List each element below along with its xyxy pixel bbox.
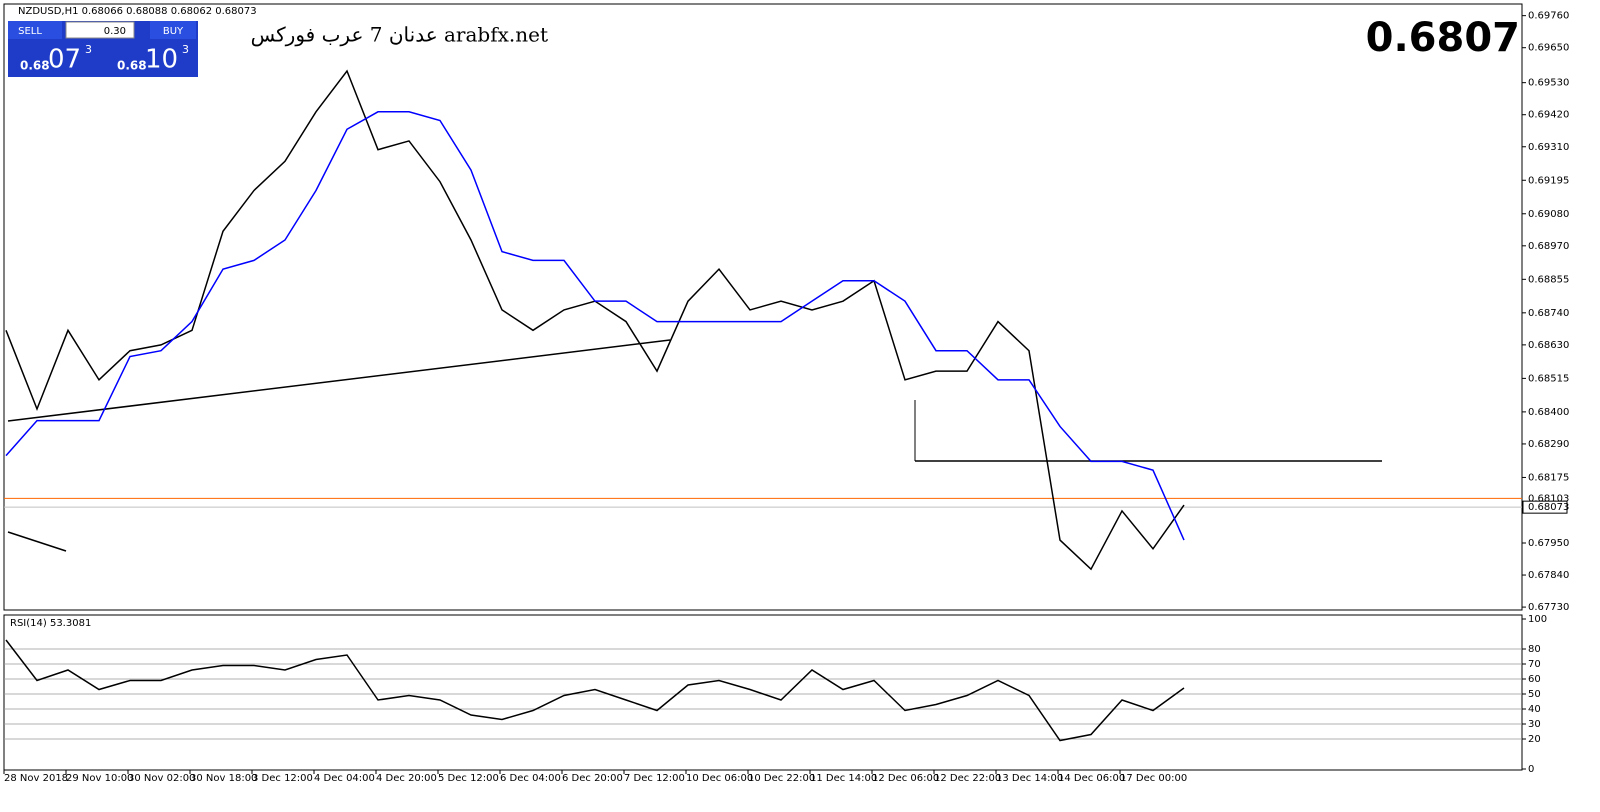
x-tick-label: 30 Nov 18:00 [190,773,257,784]
buy-button[interactable] [150,21,196,39]
y-tick-label: 0.69420 [1528,110,1569,121]
x-tick-label: 3 Dec 12:00 [252,773,313,784]
y-tick-label: 70 [1528,659,1541,670]
y-tick-label: 30 [1528,719,1541,730]
y-tick-label: 0.68740 [1528,308,1569,319]
trade-panel: SELL 0.30 BUY 0.68 07 3 0.68 10 3 [8,21,198,77]
series-line [5,639,1185,742]
x-tick-label: 14 Dec 06:00 [1058,773,1125,784]
rsi-pane [3,614,1523,771]
x-tick-label: 12 Dec 06:00 [872,773,939,784]
buy-label: BUY [163,26,184,37]
x-tick-label: 5 Dec 12:00 [438,773,499,784]
rsi-title: RSI(14) 53.3081 [10,618,91,629]
x-tick-label: 4 Dec 20:00 [376,773,437,784]
x-tick-label: 6 Dec 04:00 [500,773,561,784]
y-tick-label: 0 [1528,764,1534,775]
y-tick-label: 0.68630 [1528,340,1569,351]
x-tick-label: 13 Dec 14:00 [996,773,1063,784]
y-tick-label: 100 [1528,614,1547,625]
y-tick-label: 0.69650 [1528,43,1569,54]
y-tick-label: 0.69530 [1528,78,1569,89]
big-price: 0.6807 [1366,15,1520,61]
x-tick-label: 28 Nov 2018 [4,773,68,784]
y-tick-label: 0.69195 [1528,175,1569,186]
y-tick-label: 0.68970 [1528,241,1569,252]
y-tick-label: 0.69760 [1528,11,1569,22]
watermark: عدنان 7 عرب فوركس arabfx.net [251,23,548,47]
price-label-box [1522,500,1568,514]
x-tick-label: 17 Dec 00:00 [1120,773,1187,784]
x-tick-label: 7 Dec 12:00 [624,773,685,784]
y-tick-label: 0.67730 [1528,602,1569,613]
x-tick-label: 10 Dec 22:00 [748,773,815,784]
price-pane [3,3,1523,611]
sell-pip: 3 [85,43,92,56]
y-tick-label: 50 [1528,689,1541,700]
trend-line [7,339,671,422]
y-tick-label: 80 [1528,644,1541,655]
price-label: 0.68073 [1528,502,1569,513]
price-label: 0.68103 [1528,493,1569,504]
x-tick-label: 11 Dec 14:00 [810,773,877,784]
lot-input[interactable] [65,21,135,39]
y-tick-label: 0.68175 [1528,472,1569,483]
buy-price: 10 [145,45,178,75]
x-tick-label: 30 Nov 02:00 [128,773,195,784]
y-tick-label: 0.69310 [1528,142,1569,153]
x-tick-label: 6 Dec 20:00 [562,773,623,784]
x-tick-label: 4 Dec 04:00 [314,773,375,784]
y-tick-label: 60 [1528,674,1541,685]
lot-value: 0.30 [104,26,126,37]
series-line [5,111,1185,541]
symbol-info: NZDUSD,H1 0.68066 0.68088 0.68062 0.6807… [18,6,257,17]
sell-label: SELL [18,26,42,37]
y-tick-label: 0.68515 [1528,373,1569,384]
trend-line [7,531,67,552]
buy-pip: 3 [182,43,189,56]
series-line [5,69,1185,571]
x-tick-label: 10 Dec 06:00 [686,773,753,784]
y-tick-label: 0.67950 [1528,538,1569,549]
y-tick-label: 40 [1528,704,1541,715]
y-tick-label: 0.68290 [1528,439,1569,450]
y-tick-label: 0.68400 [1528,407,1569,418]
sell-button[interactable] [8,21,62,39]
sell-price: 07 [48,45,81,75]
sell-prefix: 0.68 [20,59,50,73]
y-tick-label: 20 [1528,734,1541,745]
y-tick-label: 0.69080 [1528,209,1569,220]
y-tick-label: 0.67840 [1528,570,1569,581]
y-tick-label: 0.68855 [1528,274,1569,285]
buy-prefix: 0.68 [117,59,147,73]
x-tick-label: 12 Dec 22:00 [934,773,1001,784]
x-tick-label: 29 Nov 10:00 [66,773,133,784]
